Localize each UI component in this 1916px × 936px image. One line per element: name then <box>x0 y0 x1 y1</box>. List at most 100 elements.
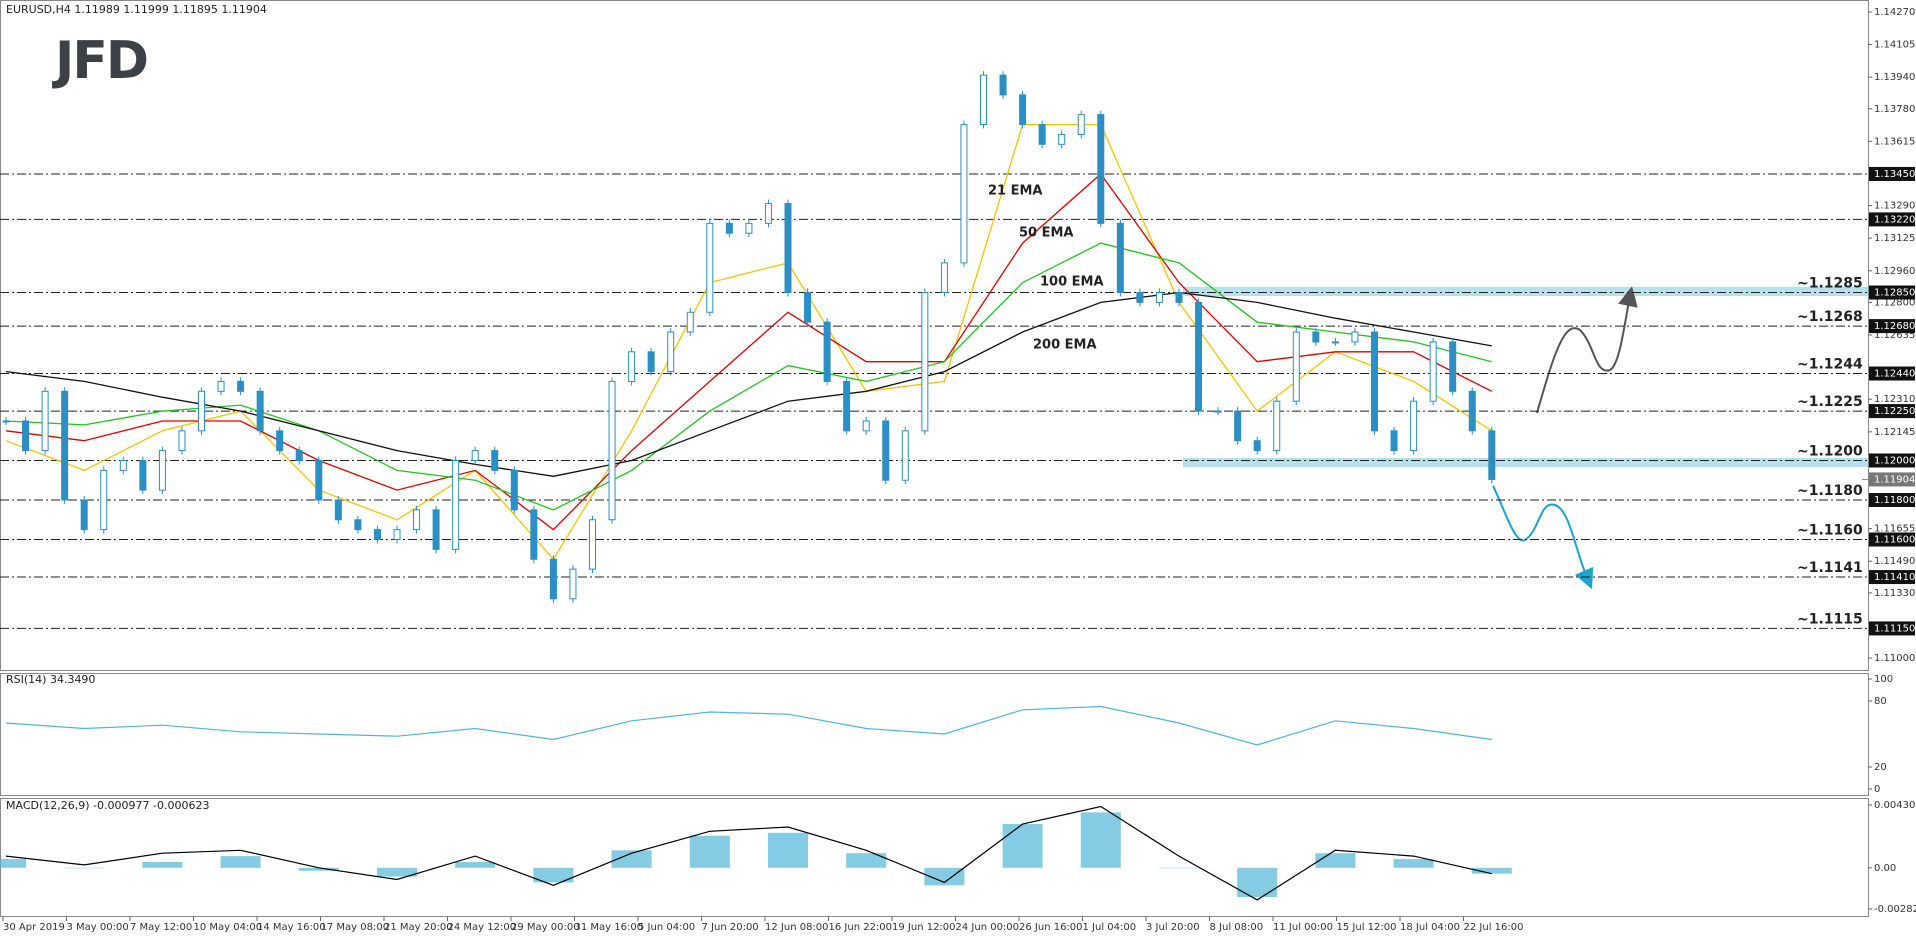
candle <box>901 430 909 481</box>
macd-bar <box>533 867 574 883</box>
candle <box>1312 331 1320 343</box>
candle <box>198 390 205 432</box>
rsi-title: RSI(14) 34.3490 <box>6 673 95 686</box>
level-tag <box>1869 285 1915 300</box>
support-zone <box>1183 458 1868 467</box>
level-tag-label: 1.12680 <box>1874 321 1915 332</box>
level-annotation: ~1.1244 <box>1797 357 1863 373</box>
candle <box>61 390 69 501</box>
candle <box>315 459 323 501</box>
candle <box>432 509 440 550</box>
y-tick-label: 100 <box>1874 674 1893 685</box>
macd-bar <box>142 861 183 868</box>
candle <box>1214 410 1222 413</box>
candle <box>549 558 557 600</box>
x-tick-label: 29 May 00:00 <box>511 922 580 933</box>
level-tag-label: 1.11600 <box>1874 535 1915 546</box>
logo: JFD <box>52 31 147 91</box>
x-tick-label: 1 Jul 04:00 <box>1083 922 1137 933</box>
macd-bar <box>64 867 105 869</box>
candle <box>921 292 929 432</box>
macd-bar <box>768 832 808 868</box>
candle <box>1097 114 1105 224</box>
candle <box>22 420 30 452</box>
x-tick-label: 7 May 12:00 <box>130 922 192 933</box>
current-price-label: 1.11904 <box>1874 474 1915 485</box>
level-tag-label: 1.12850 <box>1874 288 1915 299</box>
candle <box>452 459 460 550</box>
y-tick-label: 1.13290 <box>1874 201 1915 212</box>
candle <box>237 380 245 392</box>
ema-label: 100 EMA <box>1040 275 1104 290</box>
x-tick-label: 19 Jun 12:00 <box>892 922 956 933</box>
candle <box>628 351 636 382</box>
ema-line <box>5 242 1492 511</box>
ema-line <box>5 123 1493 561</box>
y-tick-label: 1.12635 <box>1874 330 1915 341</box>
candle <box>589 519 596 570</box>
candle <box>569 568 577 600</box>
y-tick-label: 1.11000 <box>1874 653 1915 664</box>
y-tick-label: 0 <box>1874 784 1880 795</box>
y-tick-label: 1.13125 <box>1874 233 1915 244</box>
candle <box>745 222 753 234</box>
macd-bar <box>0 859 26 868</box>
macd-bar <box>689 835 730 868</box>
candle <box>1195 301 1203 412</box>
candle <box>413 509 421 531</box>
symbol-header: EURUSD,H4 1.11989 1.11999 1.11895 1.1190… <box>6 3 267 16</box>
candle <box>1410 400 1418 452</box>
level-tag <box>1869 492 1915 507</box>
x-tick-label: 11 Jul 00:00 <box>1273 922 1333 933</box>
candle <box>1253 440 1261 452</box>
candle <box>1429 341 1437 402</box>
candle <box>804 292 812 323</box>
ema-label: 50 EMA <box>1019 226 1074 241</box>
candle <box>1175 292 1183 303</box>
level-tag <box>1869 404 1915 419</box>
level-tag <box>1869 532 1915 547</box>
ema-line <box>5 173 1493 531</box>
y-tick-label: 1.11655 <box>1874 524 1915 535</box>
macd-bar <box>611 850 652 868</box>
x-tick-label: 17 May 08:00 <box>321 922 390 933</box>
candle <box>1331 341 1339 344</box>
candle <box>725 222 733 234</box>
macd-bar <box>298 867 339 871</box>
candle <box>1077 114 1085 135</box>
x-tick-label: 3 May 00:00 <box>67 922 129 933</box>
x-tick-label: 31 May 16:00 <box>575 922 644 933</box>
x-tick-label: 21 May 20:00 <box>384 922 453 933</box>
y-tick-label: 1.11330 <box>1874 588 1915 599</box>
candle <box>1234 410 1242 442</box>
y-tick-label: 1.13780 <box>1874 104 1915 115</box>
candle <box>1488 430 1496 480</box>
ema-label: 21 EMA <box>988 184 1043 199</box>
x-tick-label: 8 Jul 08:00 <box>1210 922 1264 933</box>
ema-label: 200 EMA <box>1033 338 1097 353</box>
y-tick-label: 1.12800 <box>1874 297 1915 308</box>
x-tick-label: 30 Apr 2019 <box>3 922 65 933</box>
level-annotation: ~1.1268 <box>1797 309 1863 325</box>
candle <box>843 380 851 432</box>
y-tick-label: 1.12960 <box>1874 266 1915 277</box>
y-tick-label: 0.004306 <box>1874 800 1916 811</box>
macd-bar <box>377 867 417 877</box>
x-tick-label: 15 Jul 12:00 <box>1337 922 1397 933</box>
x-tick-label: 7 Jun 20:00 <box>702 922 759 933</box>
x-tick-label: 26 Jun 16:00 <box>1019 922 1083 933</box>
macd-title: MACD(12,26,9) -0.000977 -0.000623 <box>6 799 209 812</box>
y-tick-label: 80 <box>1874 696 1887 707</box>
candle <box>1449 341 1457 392</box>
candle <box>960 124 968 264</box>
x-tick-label: 5 Jun 04:00 <box>638 922 695 933</box>
macd-bar <box>455 861 496 868</box>
level-tag-label: 1.12250 <box>1874 406 1915 417</box>
candle <box>608 380 616 521</box>
macd-bar <box>846 853 887 868</box>
candle <box>667 331 675 373</box>
candle <box>784 203 792 294</box>
